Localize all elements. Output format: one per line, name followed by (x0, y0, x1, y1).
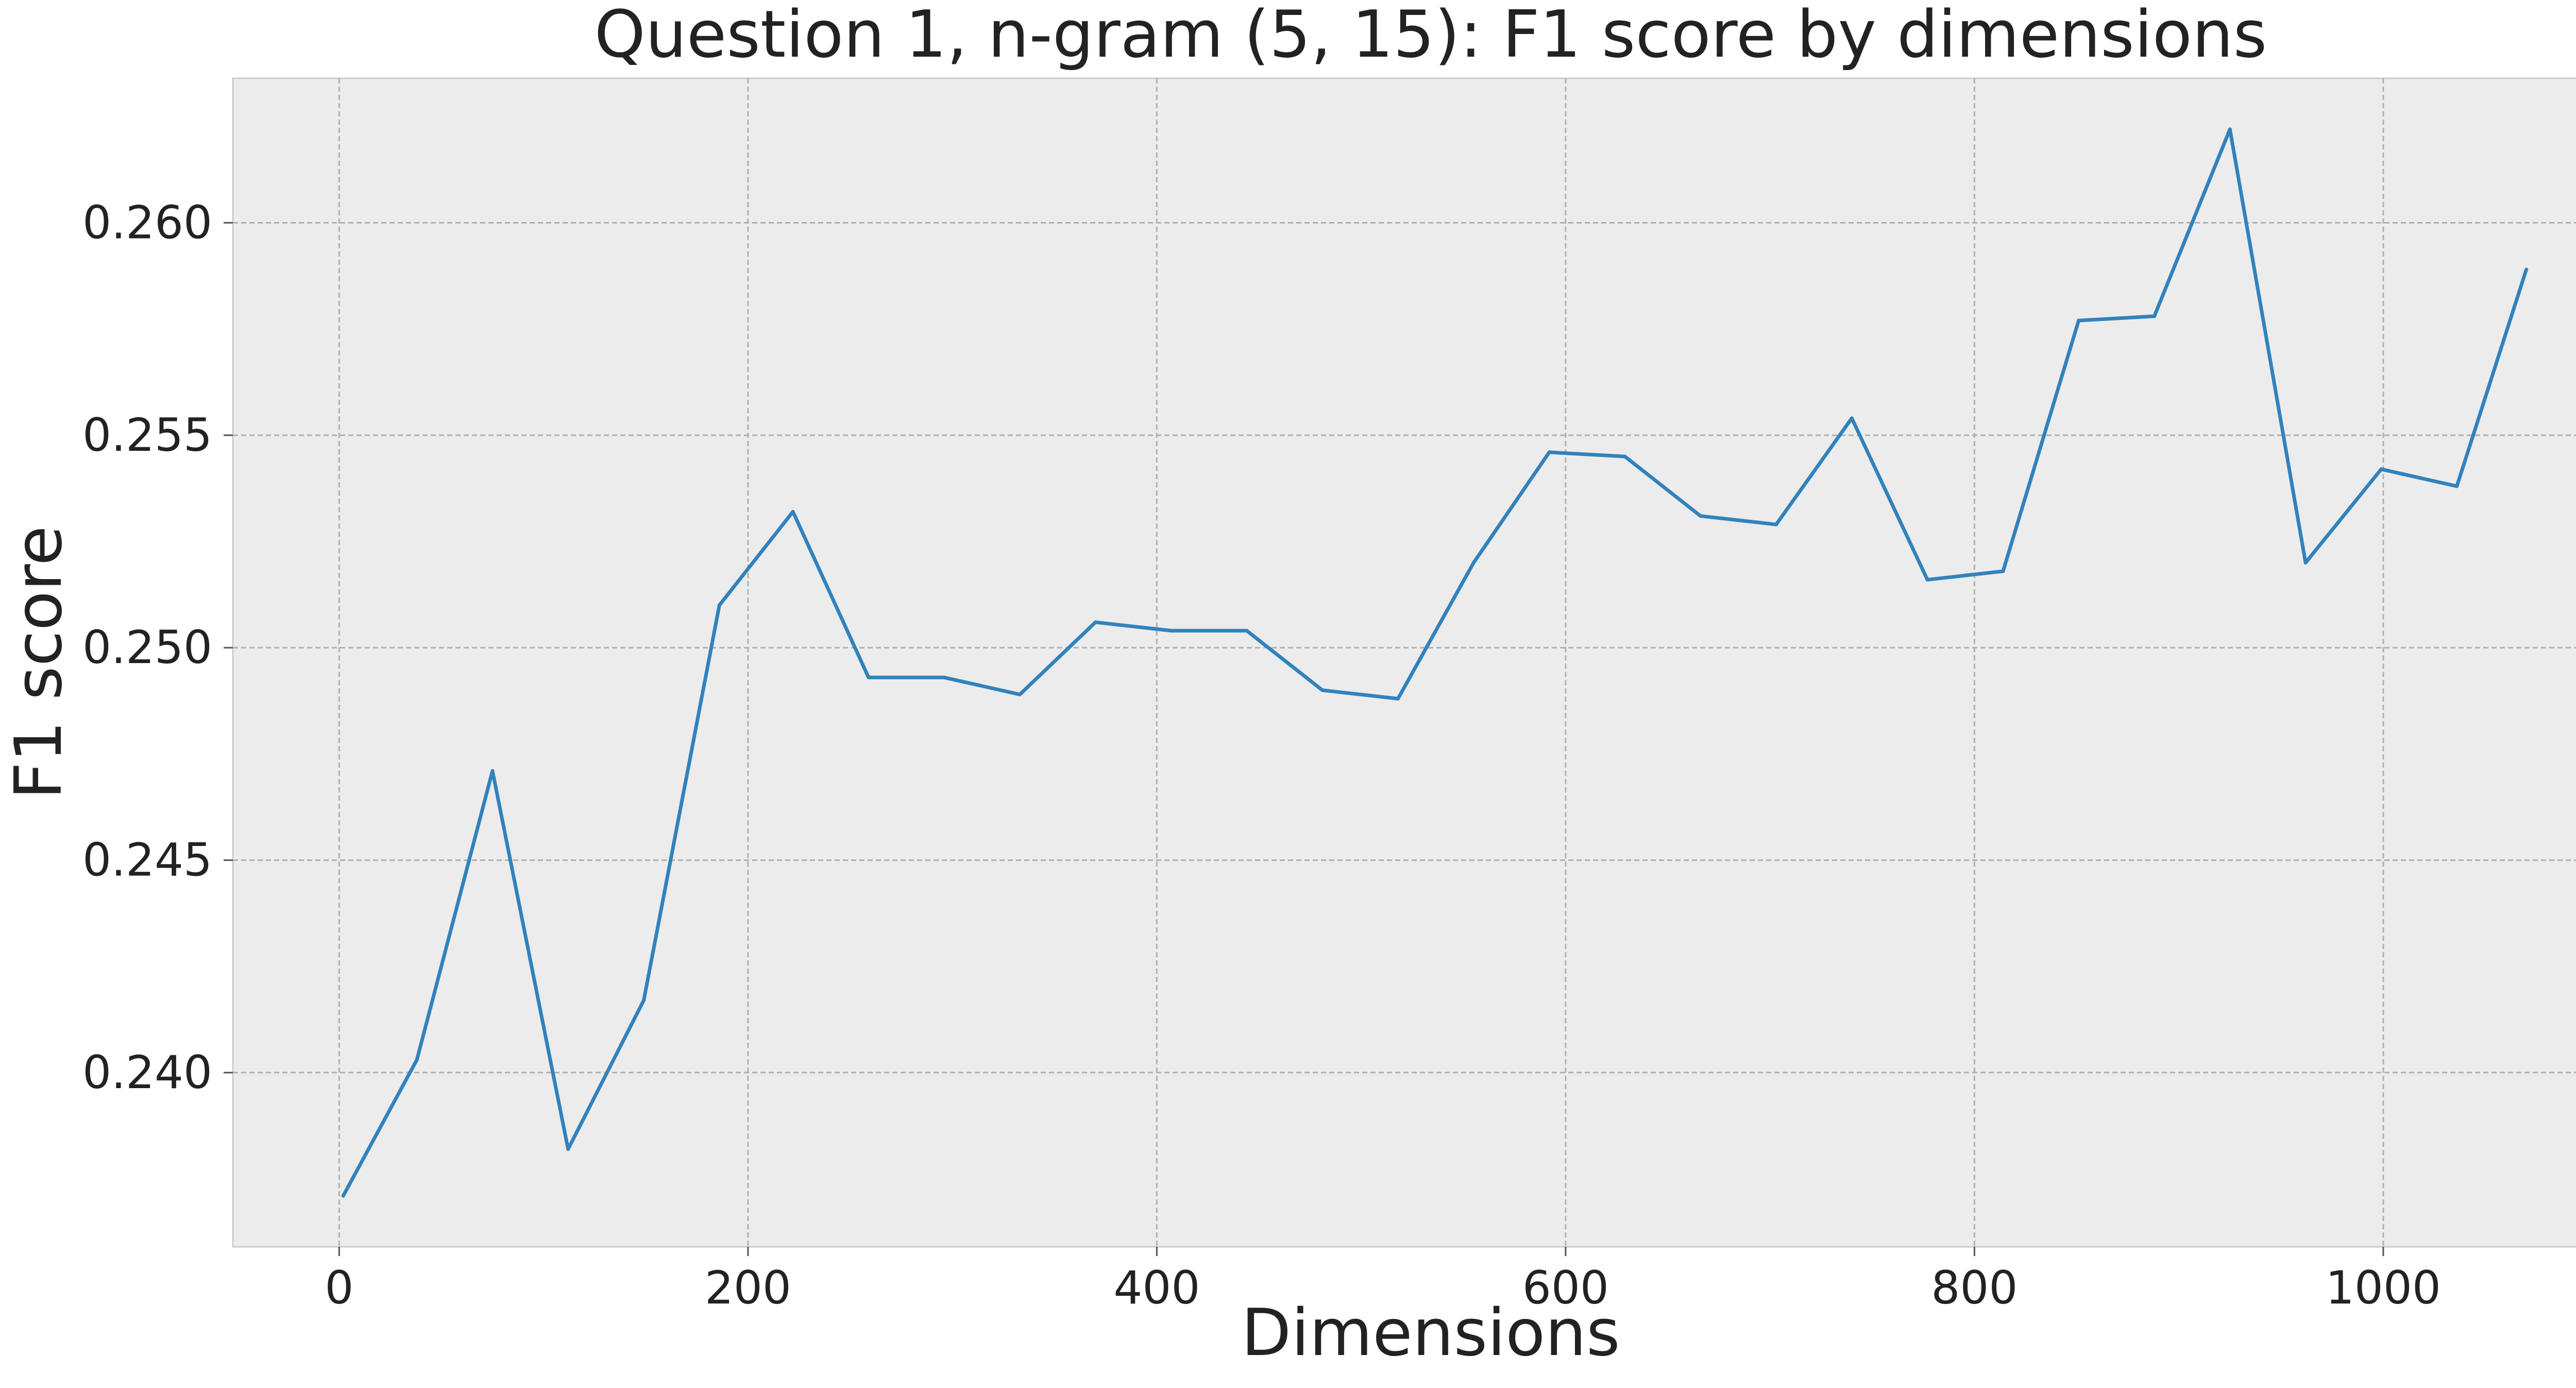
data-point (2524, 267, 2529, 272)
y-tick-label: 0.250 (82, 621, 212, 674)
data-point (2228, 127, 2232, 131)
y-tick-label: 0.255 (82, 409, 212, 462)
data-point (1169, 629, 1173, 633)
data-point (566, 1147, 570, 1151)
data-point (1018, 692, 1022, 697)
x-tick-label: 200 (705, 1261, 791, 1314)
data-point (2379, 467, 2383, 471)
y-axis-label: F1 score (1, 526, 76, 799)
x-tick-label: 800 (1931, 1261, 2018, 1314)
chart-title: Question 1, n-gram (5, 15): F1 score by … (595, 0, 2267, 72)
data-point (791, 510, 795, 514)
plot-area (232, 77, 2576, 1248)
data-point (717, 603, 721, 607)
data-point (415, 1058, 419, 1062)
x-tick-label: 400 (1113, 1261, 1200, 1314)
data-point (341, 1194, 345, 1198)
data-point (2001, 569, 2005, 573)
data-point (2077, 318, 2081, 323)
y-tick-label: 0.245 (82, 833, 212, 886)
x-tick-label: 0 (325, 1261, 353, 1314)
data-point (2153, 314, 2157, 318)
data-point (1396, 697, 1400, 701)
x-axis-label: Dimensions (1241, 1295, 1620, 1370)
data-point (1850, 416, 1854, 420)
data-point (1093, 620, 1097, 624)
data-point (1623, 454, 1627, 459)
data-point (1925, 578, 1929, 582)
data-point (1245, 629, 1249, 633)
data-point (490, 769, 495, 773)
x-tick-label: 600 (1522, 1261, 1609, 1314)
data-point (1774, 522, 1778, 527)
data-point (1547, 450, 1551, 454)
data-point (1320, 688, 1325, 692)
y-tick-label: 0.240 (82, 1046, 212, 1099)
data-point (1471, 561, 1476, 565)
data-point (942, 675, 946, 680)
axis-ticks: 0 200 400 600 800 1000 0.240 0.245 0.250 0.255 0.2… (82, 196, 2441, 1314)
y-tick-label: 0.260 (82, 196, 212, 249)
data-point (867, 675, 871, 680)
grid-lines (233, 78, 2576, 1247)
x-tick-label: 1000 (2326, 1261, 2441, 1314)
data-point (2303, 561, 2308, 565)
data-point (2455, 484, 2459, 488)
data-point (1699, 514, 1703, 518)
data-point (641, 998, 646, 1003)
series-line (341, 127, 2529, 1198)
series-layer (341, 127, 2529, 1198)
